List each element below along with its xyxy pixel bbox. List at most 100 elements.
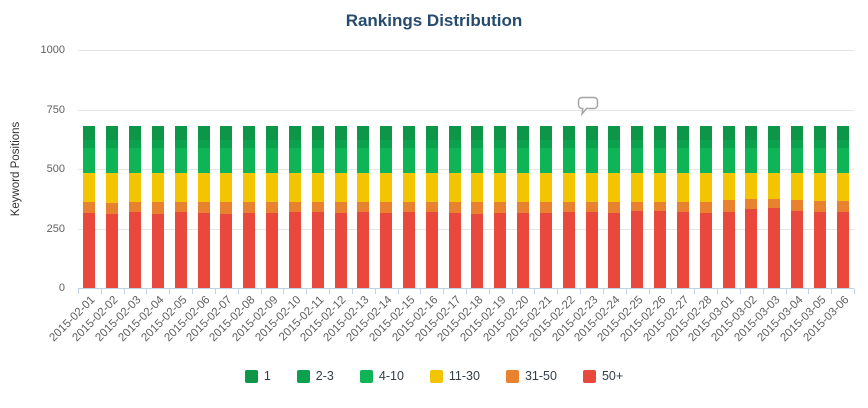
bar-segment-50+[interactable] — [151, 214, 164, 288]
stacked-bar[interactable] — [288, 50, 301, 288]
bar-segment-2-3[interactable] — [288, 140, 301, 148]
bar-segment-31-50[interactable] — [174, 201, 187, 213]
bar-segment-1[interactable] — [471, 126, 484, 141]
bar-segment-11-30[interactable] — [654, 172, 667, 202]
bar-segment-11-30[interactable] — [83, 172, 96, 203]
legend-item-1[interactable]: 1 — [244, 369, 271, 383]
legend-item-50+[interactable]: 50+ — [582, 369, 623, 383]
stacked-bar[interactable] — [380, 50, 393, 288]
bar-segment-2-3[interactable] — [836, 140, 849, 148]
bar-segment-31-50[interactable] — [151, 202, 164, 215]
bar-segment-2-3[interactable] — [539, 140, 552, 148]
bar-segment-31-50[interactable] — [813, 200, 826, 213]
bar-segment-2-3[interactable] — [151, 140, 164, 148]
bar-segment-31-50[interactable] — [311, 202, 324, 212]
stacked-bar[interactable] — [174, 50, 187, 288]
stacked-bar[interactable] — [517, 50, 530, 288]
bar-segment-4-10[interactable] — [517, 147, 530, 173]
legend-item-4-10[interactable]: 4-10 — [359, 369, 404, 383]
bar-segment-50+[interactable] — [585, 211, 598, 288]
bar-segment-2-3[interactable] — [380, 140, 393, 148]
bar-segment-11-30[interactable] — [768, 172, 781, 199]
bar-segment-2-3[interactable] — [791, 140, 804, 148]
bar-segment-2-3[interactable] — [517, 140, 530, 148]
bar-segment-2-3[interactable] — [745, 140, 758, 148]
bar-segment-2-3[interactable] — [654, 140, 667, 148]
bar-segment-4-10[interactable] — [654, 147, 667, 173]
bar-segment-1[interactable] — [836, 126, 849, 141]
bar-segment-11-30[interactable] — [448, 172, 461, 203]
bar-segment-11-30[interactable] — [151, 172, 164, 203]
bar-segment-1[interactable] — [539, 126, 552, 141]
stacked-bar[interactable] — [745, 50, 758, 288]
bar-segment-31-50[interactable] — [562, 202, 575, 213]
bar-segment-1[interactable] — [380, 126, 393, 141]
bar-segment-11-30[interactable] — [494, 172, 507, 203]
bar-segment-31-50[interactable] — [129, 201, 142, 212]
bar-segment-1[interactable] — [357, 126, 370, 141]
bar-segment-4-10[interactable] — [174, 147, 187, 173]
bar-segment-4-10[interactable] — [151, 147, 164, 173]
bar-segment-31-50[interactable] — [608, 202, 621, 213]
bar-segment-1[interactable] — [403, 126, 415, 141]
stacked-bar[interactable] — [266, 50, 279, 288]
bar-segment-31-50[interactable] — [539, 202, 552, 214]
bar-segment-2-3[interactable] — [174, 140, 187, 148]
bar-segment-4-10[interactable] — [471, 147, 484, 173]
bar-segment-31-50[interactable] — [106, 202, 119, 215]
bar-segment-1[interactable] — [608, 126, 621, 141]
stacked-bar[interactable] — [83, 50, 96, 288]
bar-segment-50+[interactable] — [791, 210, 804, 288]
bar-segment-31-50[interactable] — [585, 202, 598, 212]
bar-segment-11-30[interactable] — [745, 172, 758, 200]
bar-segment-31-50[interactable] — [791, 199, 804, 211]
bar-segment-4-10[interactable] — [403, 147, 415, 173]
bar-segment-50+[interactable] — [745, 209, 758, 288]
bar-segment-31-50[interactable] — [288, 202, 301, 213]
bar-segment-50+[interactable] — [403, 211, 415, 288]
bar-segment-1[interactable] — [562, 126, 575, 141]
bar-segment-11-30[interactable] — [562, 172, 575, 203]
bar-segment-4-10[interactable] — [288, 147, 301, 173]
stacked-bar[interactable] — [425, 50, 438, 288]
bar-segment-1[interactable] — [676, 126, 689, 141]
bar-segment-31-50[interactable] — [334, 202, 347, 214]
bar-segment-1[interactable] — [631, 126, 644, 141]
bar-segment-11-30[interactable] — [471, 172, 484, 203]
bar-segment-2-3[interactable] — [813, 140, 826, 148]
bar-segment-2-3[interactable] — [448, 140, 461, 148]
bar-segment-4-10[interactable] — [357, 147, 370, 173]
legend-item-2-3[interactable]: 2-3 — [296, 369, 334, 383]
bar-segment-31-50[interactable] — [83, 202, 96, 214]
bar-segment-50+[interactable] — [676, 212, 689, 288]
bar-segment-11-30[interactable] — [220, 172, 233, 203]
bar-segment-2-3[interactable] — [357, 140, 370, 148]
bar-segment-31-50[interactable] — [676, 201, 689, 213]
bar-segment-31-50[interactable] — [357, 202, 370, 213]
bar-segment-4-10[interactable] — [539, 147, 552, 173]
bar-segment-11-30[interactable] — [585, 172, 598, 203]
bar-segment-2-3[interactable] — [311, 140, 324, 148]
stacked-bar[interactable] — [220, 50, 233, 288]
bar-segment-11-30[interactable] — [608, 172, 621, 203]
bar-segment-2-3[interactable] — [471, 140, 484, 148]
bar-segment-50+[interactable] — [197, 213, 210, 288]
bar-segment-11-30[interactable] — [517, 172, 530, 203]
bar-segment-11-30[interactable] — [813, 172, 826, 201]
bar-segment-50+[interactable] — [722, 211, 735, 288]
bar-segment-50+[interactable] — [380, 212, 393, 288]
bar-segment-2-3[interactable] — [106, 140, 119, 148]
bar-segment-1[interactable] — [517, 126, 530, 141]
bar-segment-31-50[interactable] — [220, 202, 233, 214]
stacked-bar[interactable] — [494, 50, 507, 288]
bar-segment-11-30[interactable] — [403, 172, 415, 203]
bar-segment-4-10[interactable] — [425, 147, 438, 173]
bar-segment-4-10[interactable] — [836, 147, 849, 173]
bar-segment-31-50[interactable] — [494, 202, 507, 213]
stacked-bar[interactable] — [699, 50, 712, 288]
bar-segment-2-3[interactable] — [562, 140, 575, 148]
bar-segment-11-30[interactable] — [676, 172, 689, 202]
bar-segment-50+[interactable] — [471, 213, 484, 288]
bar-segment-2-3[interactable] — [699, 140, 712, 148]
stacked-bar[interactable] — [539, 50, 552, 288]
